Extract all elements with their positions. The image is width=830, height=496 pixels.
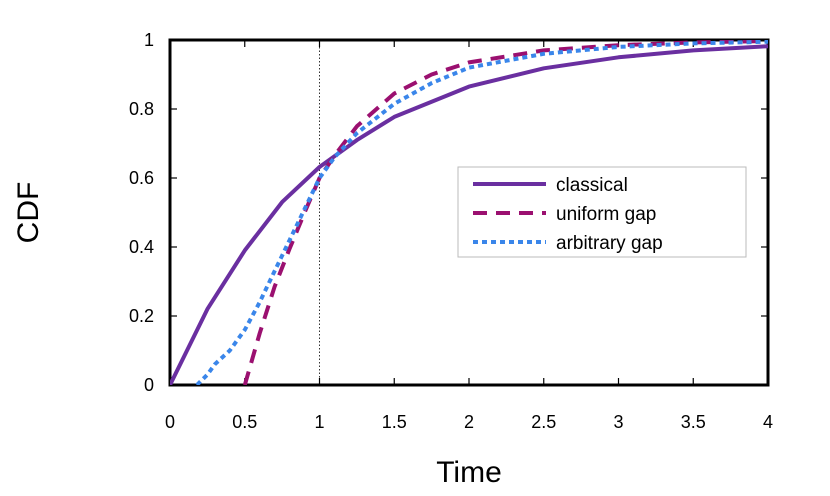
y-tick-label: 0.2 bbox=[129, 306, 154, 326]
y-axis-label: CDF bbox=[12, 182, 45, 244]
x-tick-label: 0.5 bbox=[232, 412, 257, 432]
series-lines bbox=[170, 40, 768, 385]
x-tick-label: 2.5 bbox=[531, 412, 556, 432]
x-tick-label: 1 bbox=[314, 412, 324, 432]
x-axis-label: Time bbox=[436, 456, 502, 489]
y-tick-label: 0.8 bbox=[129, 99, 154, 119]
legend-label-classical: classical bbox=[556, 175, 628, 196]
x-tick-label: 4 bbox=[763, 412, 773, 432]
series-line-uniform-gap bbox=[242, 40, 768, 385]
y-tick-label: 0.4 bbox=[129, 237, 154, 257]
series-line-arbitrary-gap bbox=[195, 40, 768, 385]
x-tick-label: 1.5 bbox=[382, 412, 407, 432]
x-tick-label: 2 bbox=[464, 412, 474, 432]
y-tick-label: 1 bbox=[144, 30, 154, 50]
x-tick-label: 3 bbox=[613, 412, 623, 432]
legend: classical uniform gap arbitrary gap bbox=[457, 166, 747, 258]
x-tick-label: 3.5 bbox=[681, 412, 706, 432]
x-tick-label: 0 bbox=[165, 412, 175, 432]
series-line-classical bbox=[170, 44, 768, 385]
y-tick-label: 0.6 bbox=[129, 168, 154, 188]
legend-label-arbitrary-gap: arbitrary gap bbox=[556, 233, 663, 254]
y-tick-label: 0 bbox=[144, 375, 154, 395]
legend-label-uniform-gap: uniform gap bbox=[556, 204, 656, 225]
plot-frame bbox=[168, 38, 770, 387]
